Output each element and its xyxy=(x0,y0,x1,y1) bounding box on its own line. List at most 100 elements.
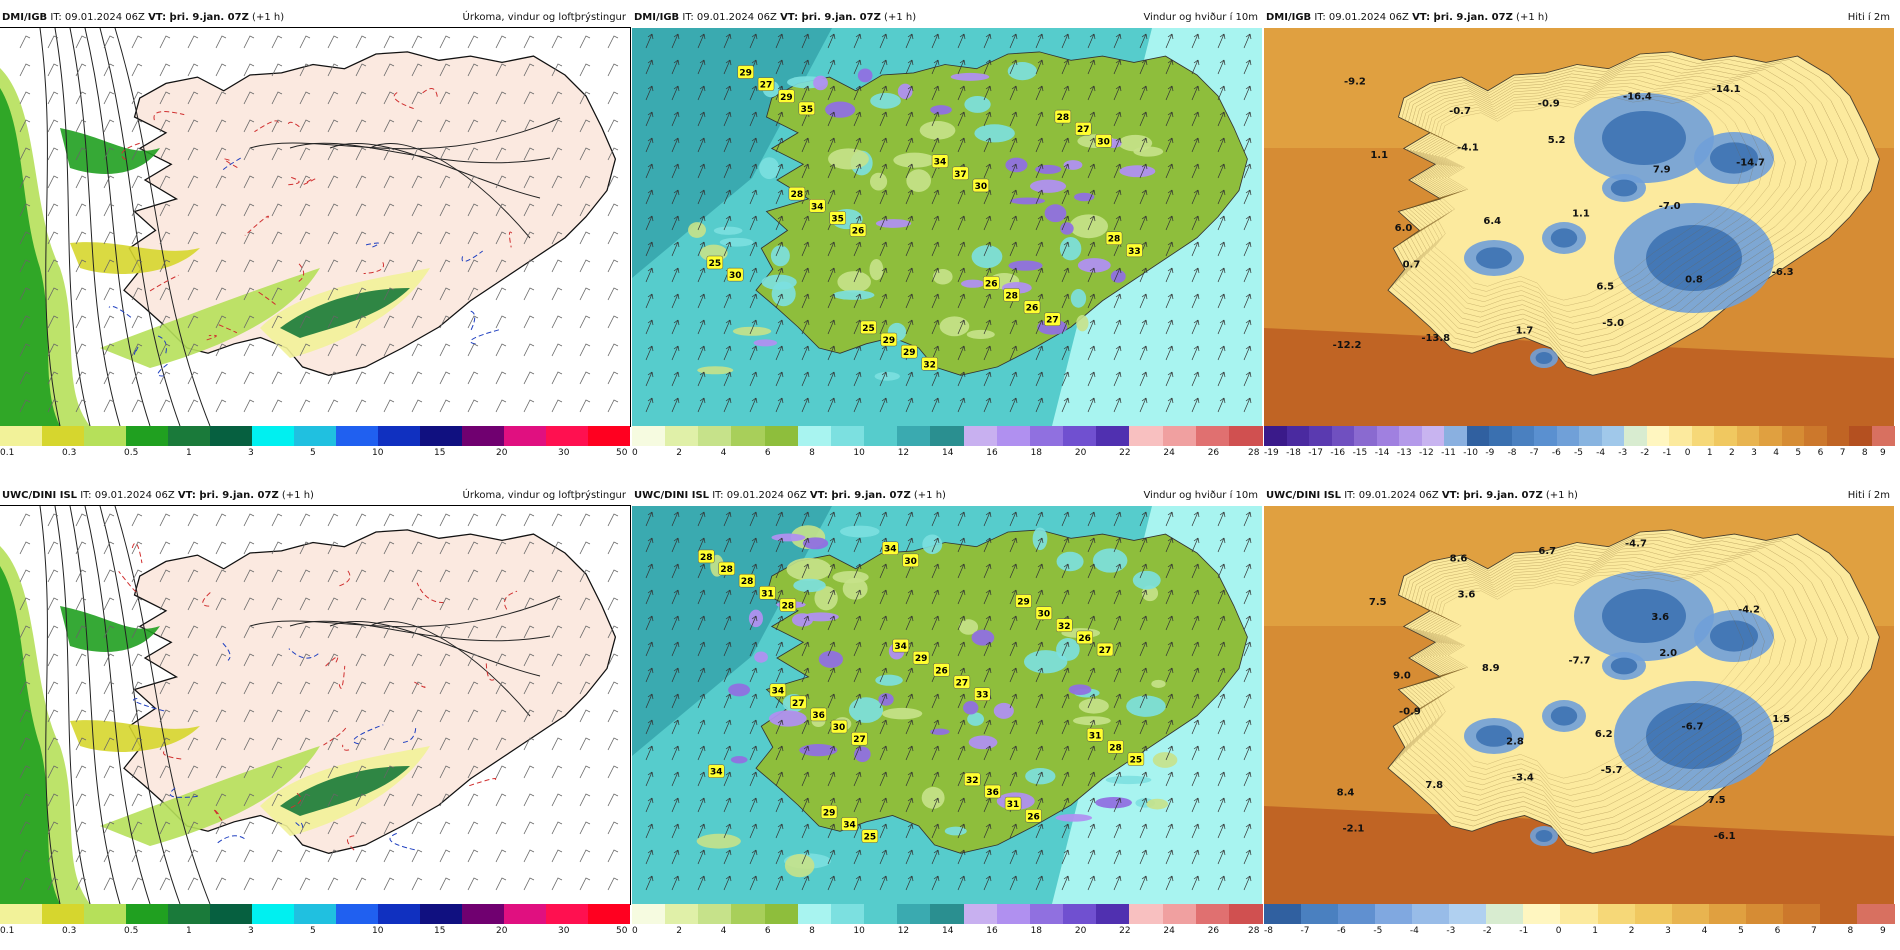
wind-arrow xyxy=(1139,875,1148,891)
legend-swatch xyxy=(504,904,546,924)
temperature-contour xyxy=(413,681,426,688)
svg-text:26: 26 xyxy=(1027,812,1040,822)
temperature-label: -0.9 xyxy=(1399,707,1421,718)
gust-label: 28 xyxy=(1003,288,1020,302)
wind-arrow xyxy=(671,563,680,579)
wind-arrow xyxy=(1243,693,1252,709)
wind-arrow xyxy=(1165,163,1174,179)
wind-barb xyxy=(579,371,591,385)
wind-barb xyxy=(271,849,283,863)
wind-barb xyxy=(299,287,311,301)
lead-time: (+1 h) xyxy=(1542,490,1578,501)
init-time: IT: 09.01.2024 06Z xyxy=(679,12,781,23)
svg-text:28: 28 xyxy=(700,553,713,563)
wind-arrow xyxy=(983,319,992,335)
legend-tick: -12 xyxy=(1419,448,1434,458)
wind-arrow xyxy=(1191,241,1200,257)
gust-label: 29 xyxy=(912,650,930,665)
wind-arrow xyxy=(1139,111,1148,127)
wind-arrow xyxy=(1191,59,1200,75)
wind-arrow xyxy=(1009,563,1018,579)
wind-barb xyxy=(131,877,143,891)
wind-arrow xyxy=(1035,563,1044,579)
wind-barb xyxy=(607,259,619,273)
legend-swatch xyxy=(294,904,336,924)
legend-tick: 10 xyxy=(372,448,384,458)
legend-tick: 3 xyxy=(1665,926,1671,936)
wind-barb xyxy=(131,119,143,133)
wind-arrow xyxy=(1217,693,1226,709)
wind-barb xyxy=(355,315,367,329)
wind-arrow xyxy=(775,293,784,309)
legend-swatch xyxy=(1228,426,1263,446)
wind-arrow xyxy=(1035,397,1044,413)
wind-barb xyxy=(299,681,311,695)
wind-arrow xyxy=(1061,641,1070,657)
wind-arrow xyxy=(1035,319,1044,335)
wind-barb xyxy=(243,287,255,301)
temperature-label: -12.2 xyxy=(1333,340,1362,351)
legend-tick: 2 xyxy=(676,926,683,936)
wind-barb xyxy=(159,653,171,667)
wind-arrow xyxy=(1009,319,1018,335)
wind-area xyxy=(1146,798,1169,810)
legend-swatch xyxy=(1736,426,1760,446)
wind-area xyxy=(696,833,741,849)
wind-barb xyxy=(551,259,563,273)
gust-area xyxy=(930,728,950,735)
svg-text:26: 26 xyxy=(985,279,998,289)
legend-tick: -7 xyxy=(1529,448,1539,458)
wind-barb xyxy=(271,877,283,891)
wind-arrow xyxy=(671,163,680,179)
wind-barb xyxy=(271,203,283,217)
wind-arrow xyxy=(905,693,914,709)
isotherm xyxy=(1398,540,1849,837)
wind-barb xyxy=(467,91,479,105)
wind-barb xyxy=(243,371,255,385)
wind-barb xyxy=(19,681,31,695)
wind-barb xyxy=(495,399,507,413)
gust-area xyxy=(818,650,844,668)
precip-area xyxy=(0,566,60,904)
legend-tick: 20 xyxy=(496,448,508,458)
wind-barb xyxy=(131,625,143,639)
wind-barb xyxy=(299,569,311,583)
wind-arrow xyxy=(931,215,940,231)
wind-barb xyxy=(131,849,143,863)
wind-arrow xyxy=(957,745,966,761)
wind-arrow xyxy=(1061,511,1070,527)
wind-barb xyxy=(383,541,395,555)
wind-barb xyxy=(467,765,479,779)
wind-barb xyxy=(439,63,451,77)
wind-arrow xyxy=(749,293,758,309)
temperature-label: 5.2 xyxy=(1548,135,1566,146)
wind-arrow xyxy=(645,397,654,413)
legend-tick: 5 xyxy=(310,448,316,458)
wind-arrow xyxy=(1243,797,1252,813)
legend-tick: 50 xyxy=(616,926,628,936)
wind-arrow xyxy=(1139,667,1148,683)
legend-tick: 2 xyxy=(1729,448,1735,458)
temperature-contour xyxy=(365,242,380,248)
wind-arrow xyxy=(1139,163,1148,179)
wind-barb xyxy=(215,877,227,891)
wind-arrow xyxy=(749,589,758,605)
wind-barb xyxy=(383,35,395,49)
wind-arrow xyxy=(853,745,862,761)
gust-label: 32 xyxy=(964,772,981,787)
wind-arrow xyxy=(1061,537,1070,553)
wind-arrow xyxy=(1165,189,1174,205)
wind-barb xyxy=(607,541,619,555)
legend-swatch xyxy=(1096,426,1131,446)
wind-arrow xyxy=(1191,137,1200,153)
wind-arrow xyxy=(723,85,732,101)
legend-swatch xyxy=(1375,904,1414,924)
wind-barb xyxy=(579,513,591,527)
wind-barb xyxy=(103,793,115,807)
wind-arrow xyxy=(879,563,888,579)
wind-arrow xyxy=(1217,397,1226,413)
temperature-label: -4.1 xyxy=(1457,142,1479,153)
wind-arrow xyxy=(749,745,758,761)
wind-area xyxy=(964,96,991,113)
wind-arrow xyxy=(723,293,732,309)
